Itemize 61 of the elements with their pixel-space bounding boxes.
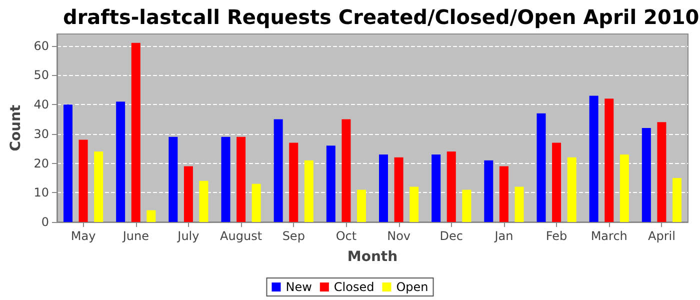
bar — [657, 122, 666, 222]
legend-label: New — [286, 280, 312, 294]
bar — [410, 186, 419, 222]
bar — [289, 142, 298, 222]
bar — [168, 136, 178, 222]
bar — [604, 98, 614, 222]
bar — [536, 113, 546, 222]
y-tick-label: 20 — [34, 156, 49, 170]
bar — [567, 157, 576, 222]
bar — [514, 186, 524, 222]
bar — [252, 184, 261, 222]
y-tick-label: 40 — [34, 98, 49, 112]
y-tick-label: 60 — [34, 38, 49, 53]
legend-label: Closed — [334, 280, 374, 294]
bar — [146, 210, 156, 222]
bar — [552, 142, 562, 222]
y-tick-label: 0 — [41, 215, 49, 229]
bar — [394, 157, 404, 222]
bar — [672, 178, 682, 222]
x-axis-title: Month — [347, 249, 398, 265]
bar — [304, 160, 314, 222]
x-tick-label: August — [220, 229, 262, 243]
bar — [326, 146, 336, 222]
y-tick-label: 30 — [34, 126, 49, 141]
x-tick-label: April — [648, 229, 676, 243]
x-tick-label: July — [176, 229, 200, 243]
bar — [589, 96, 598, 222]
bar — [274, 119, 283, 222]
bar — [357, 190, 366, 222]
x-tick-label: Dec — [440, 229, 463, 243]
y-tick-label: 50 — [34, 68, 49, 82]
bar — [462, 190, 472, 222]
bar — [78, 140, 88, 222]
x-tick-label: June — [122, 229, 149, 243]
bar — [131, 42, 140, 222]
bar — [63, 104, 72, 222]
y-axis-title: Count — [8, 104, 24, 152]
bar — [221, 136, 230, 222]
bar — [446, 152, 456, 222]
bar — [620, 154, 629, 222]
x-tick-label: Sep — [282, 229, 305, 243]
bar — [378, 154, 388, 222]
bar — [236, 136, 246, 222]
y-tick-label: 10 — [34, 186, 49, 200]
x-tick-label: Feb — [546, 229, 568, 243]
bar — [199, 180, 208, 222]
x-tick-label: May — [70, 229, 96, 243]
x-tick-label: Nov — [387, 229, 411, 243]
bar — [642, 128, 651, 222]
bar — [116, 102, 126, 222]
legend-label: Open — [396, 280, 428, 294]
x-tick-label: Oct — [336, 229, 357, 243]
bar — [484, 160, 494, 222]
x-tick-label: Jan — [494, 229, 514, 243]
x-tick-label: March — [590, 229, 628, 243]
bar — [94, 152, 104, 222]
bar — [184, 166, 193, 222]
bar — [432, 154, 441, 222]
chart-title: drafts-lastcall Requests Created/Closed/Open April 2010 — [63, 5, 700, 29]
bar — [342, 119, 351, 222]
bar — [499, 166, 508, 222]
